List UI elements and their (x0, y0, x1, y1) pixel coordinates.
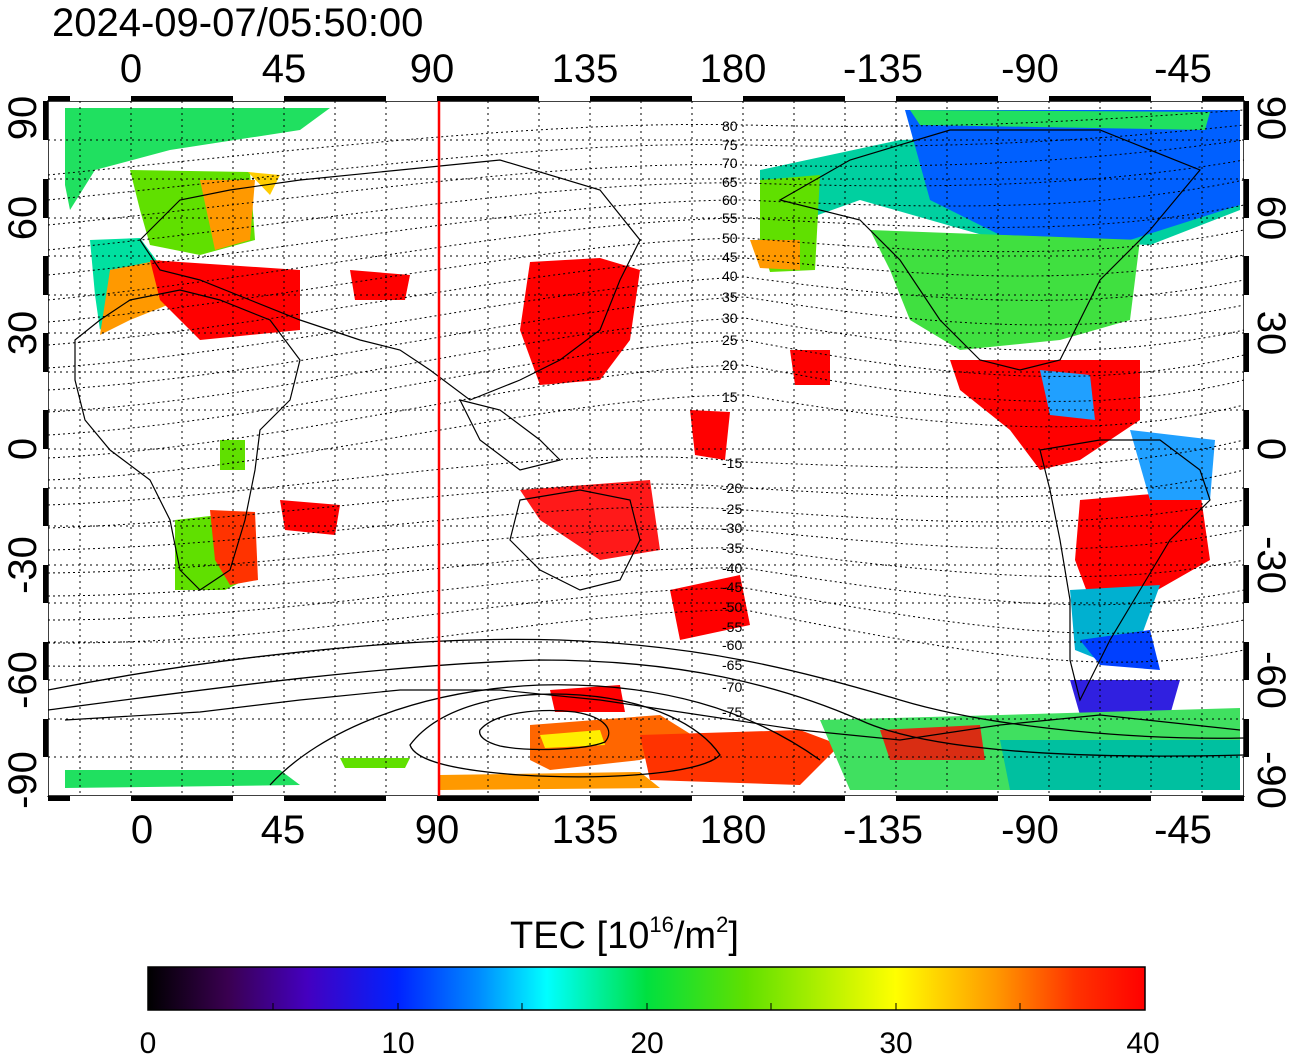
contour-label: 15 (722, 389, 738, 405)
lon-tick-label: 180 (700, 808, 767, 852)
lon-tick-label: 45 (262, 47, 307, 91)
colorbar-tick-label: 30 (879, 1027, 912, 1057)
lon-tick-label: -90 (1001, 808, 1059, 852)
contour-label: 70 (722, 155, 738, 171)
frame-tick-gaps (43, 96, 1249, 801)
contour-label: 60 (722, 192, 738, 208)
contour-label: 25 (722, 332, 738, 348)
lat-tick-label: -90 (1, 751, 45, 809)
colorbar-label: TEC [1016/m2] (510, 912, 739, 957)
lon-tick-label: 45 (261, 808, 306, 852)
top-longitude-ticks: 0 45 90 135 180 -135 -90 -45 (120, 47, 1212, 91)
lat-tick-label: 30 (1249, 311, 1293, 356)
lat-tick-label: -60 (1, 651, 45, 709)
colorbar-ticks: 0 10 20 30 40 (140, 1027, 1160, 1057)
lat-tick-label: 60 (1249, 196, 1293, 241)
lon-tick-label: 180 (700, 47, 767, 91)
map-panel: 80 75 70 65 60 55 50 45 40 35 30 25 20 1… (43, 96, 1249, 801)
colorbar-tick-label: 0 (140, 1027, 157, 1057)
lat-tick-label: 0 (1249, 438, 1293, 460)
lat-tick-label: 30 (1, 311, 45, 356)
contour-label: 20 (722, 357, 738, 373)
lat-tick-label: 60 (1, 196, 45, 241)
lon-tick-label: 0 (120, 47, 142, 91)
lon-tick-label: 135 (552, 47, 619, 91)
left-latitude-ticks: 90 60 30 0 -30 -60 -90 (1, 96, 45, 809)
map-title: 2024-09-07/05:50:00 (52, 1, 423, 45)
lat-tick-label: 0 (1, 438, 45, 460)
contour-label: -60 (722, 637, 742, 653)
lon-tick-label: -45 (1154, 47, 1212, 91)
colorbar-tick-label: 10 (381, 1027, 414, 1057)
lat-tick-label: 90 (1249, 96, 1293, 141)
contour-label: -20 (722, 480, 742, 496)
colorbar (147, 966, 1146, 1011)
contour-label: -55 (722, 619, 742, 635)
contour-label: -65 (722, 657, 742, 673)
lat-tick-label: 90 (1, 96, 45, 141)
contour-label: 40 (722, 268, 738, 284)
colorbar-tick-label: 40 (1126, 1027, 1159, 1057)
colorbar-tick-label: 20 (630, 1027, 663, 1057)
lon-tick-label: 135 (552, 808, 619, 852)
lon-tick-label: -90 (1001, 47, 1059, 91)
contour-label: -75 (722, 704, 742, 720)
lon-tick-label: 0 (131, 808, 153, 852)
right-latitude-ticks: 90 60 30 0 -30 -60 -90 (1249, 96, 1293, 809)
contour-label: -50 (722, 599, 742, 615)
lon-tick-label: -135 (843, 47, 923, 91)
contour-label: 45 (722, 249, 738, 265)
lat-tick-label: -30 (1, 536, 45, 594)
contour-label: 30 (722, 310, 738, 326)
lat-tick-label: -30 (1249, 536, 1293, 594)
bottom-longitude-ticks: 0 45 90 135 180 -135 -90 -45 (131, 808, 1212, 852)
contour-label: -30 (722, 520, 742, 536)
magnetic-pole-contours (48, 638, 1244, 786)
lon-tick-label: 90 (415, 808, 460, 852)
contour-label: 35 (722, 289, 738, 305)
coastlines (64, 129, 1241, 741)
contour-label: -35 (722, 540, 742, 556)
contour-label: 55 (722, 210, 738, 226)
lon-tick-label: -135 (843, 808, 923, 852)
lon-tick-label: 90 (410, 47, 455, 91)
colorbar-tick-marks (272, 1003, 1021, 1010)
contour-label: 80 (722, 118, 738, 134)
contour-label: -40 (722, 560, 742, 576)
frame-ticks (43, 96, 1249, 801)
contour-label: -70 (722, 679, 742, 695)
lon-tick-label: -45 (1154, 808, 1212, 852)
contour-label: -25 (722, 501, 742, 517)
contour-label-group: 80 75 70 65 60 55 50 45 40 35 30 25 20 1… (722, 118, 742, 720)
lat-tick-label: -60 (1249, 651, 1293, 709)
contour-label: 50 (722, 230, 738, 246)
lat-tick-label: -90 (1249, 751, 1293, 809)
contour-label: 65 (722, 174, 738, 190)
contour-label: 75 (722, 137, 738, 153)
magnetic-contours (48, 109, 1244, 667)
contour-label: -45 (722, 579, 742, 595)
contour-label: -15 (722, 455, 742, 471)
